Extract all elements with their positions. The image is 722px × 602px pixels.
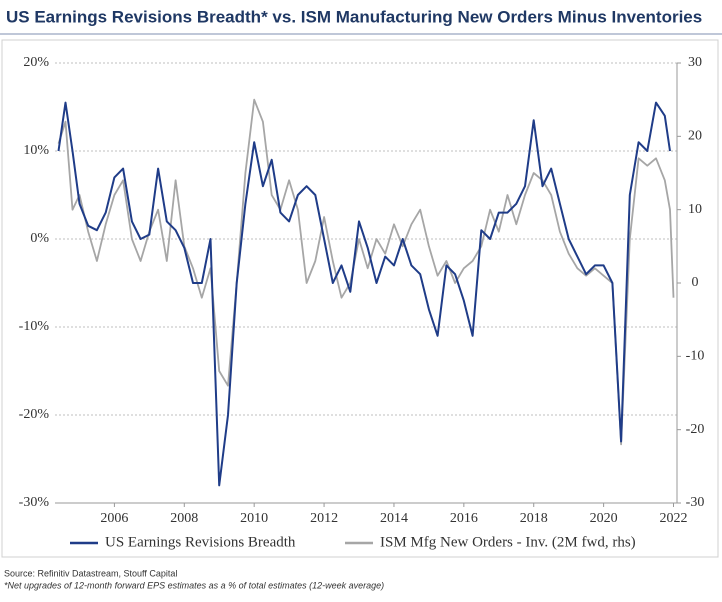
y-tick-label: -30% [19,495,50,510]
x-tick-label: 2006 [100,511,128,526]
y-tick-label: -20% [19,407,50,422]
x-tick-label: 2016 [450,511,478,526]
y2-tick-label: -20 [686,422,705,437]
x-tick-label: 2010 [240,511,268,526]
y2-tick-label: -10 [686,349,705,364]
chart-frame [1,39,719,558]
series-line [57,101,671,487]
source: Source: Refinitiv Datastream, Stouff Cap… [4,568,177,578]
x-tick-label: 2020 [590,511,618,526]
y2-tick-label: 10 [688,202,702,217]
x-tick-label: 2018 [520,511,548,526]
series-line [57,98,675,446]
x-tick-label: 2008 [170,511,198,526]
legend-label: US Earnings Revisions Breadth [105,534,296,550]
x-tick-label: 2022 [660,511,688,526]
legend-label: ISM Mfg New Orders - Inv. (2M fwd, rhs) [380,534,636,550]
x-tick-label: 2014 [380,511,408,526]
x-tick-label: 2012 [310,511,338,526]
y-tick-label: 20% [23,55,49,70]
y-tick-label: -10% [19,319,50,334]
y-tick-label: 10% [23,143,49,158]
y2-tick-label: 30 [688,55,702,70]
y2-tick-label: 0 [692,275,699,290]
y2-tick-label: 20 [688,129,702,144]
chart-title: US Earnings Revisions Breadth* vs. ISM M… [6,7,702,26]
footnote: *Net upgrades of 12-month forward EPS es… [4,580,384,590]
y-tick-label: 0% [30,231,49,246]
y2-tick-label: -30 [686,495,705,510]
